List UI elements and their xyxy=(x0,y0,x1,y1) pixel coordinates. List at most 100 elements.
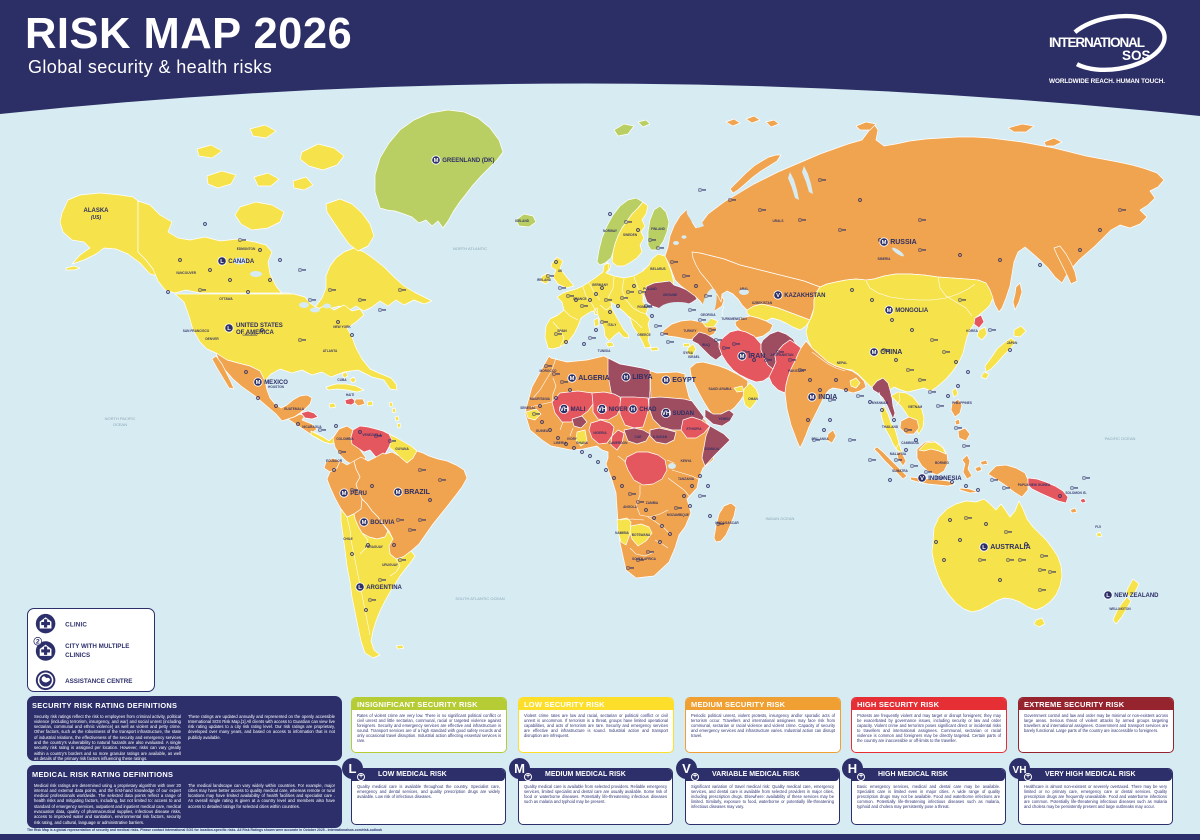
svg-text:PACIFIC OCEAN: PACIFIC OCEAN xyxy=(1105,436,1136,441)
svg-text:CUBA: CUBA xyxy=(337,378,347,382)
svg-text:L: L xyxy=(982,545,986,551)
svg-text:ETHIOPIA: ETHIOPIA xyxy=(686,427,702,431)
svg-text:MYANMAR: MYANMAR xyxy=(872,401,889,405)
svg-text:GEORGIA: GEORGIA xyxy=(700,313,716,317)
svg-text:ARGENTINA: ARGENTINA xyxy=(366,585,402,591)
svg-text:SOLOMON IS.: SOLOMON IS. xyxy=(1065,491,1086,495)
svg-text:M: M xyxy=(434,158,439,164)
svg-text:ITALY: ITALY xyxy=(608,323,618,327)
svg-text:CAMEROON: CAMEROON xyxy=(609,441,629,445)
svg-text:VH: VH xyxy=(560,406,569,413)
svg-text:M: M xyxy=(342,491,347,497)
svg-text:NEPAL: NEPAL xyxy=(837,361,848,365)
svg-text:OMAN: OMAN xyxy=(748,397,758,401)
svg-text:M: M xyxy=(810,395,815,401)
svg-text:ARAL: ARAL xyxy=(740,287,749,291)
svg-text:TURKMENISTAN: TURKMENISTAN xyxy=(721,317,747,321)
svg-text:SOS: SOS xyxy=(1122,48,1151,63)
svg-text:BRAZIL: BRAZIL xyxy=(404,489,430,496)
svg-text:OF AMERICA: OF AMERICA xyxy=(236,330,274,336)
svg-text:GUYANA: GUYANA xyxy=(395,447,409,451)
svg-text:M: M xyxy=(664,378,669,384)
svg-text:NAMIBIA: NAMIBIA xyxy=(615,531,629,535)
svg-text:CHICAGO: CHICAGO xyxy=(242,333,258,337)
svg-text:CHILE: CHILE xyxy=(343,537,353,541)
svg-text:SYRIA: SYRIA xyxy=(683,351,693,355)
svg-text:POLAND: POLAND xyxy=(643,287,657,291)
svg-text:SWEDEN: SWEDEN xyxy=(623,233,638,237)
svg-text:V: V xyxy=(776,293,780,299)
svg-text:IRAN: IRAN xyxy=(748,353,765,360)
svg-text:M: M xyxy=(872,350,877,356)
svg-text:WELLINGTON: WELLINGTON xyxy=(1109,607,1131,611)
svg-text:GHANA: GHANA xyxy=(576,441,588,445)
svg-text:INDIAN OCEAN: INDIAN OCEAN xyxy=(766,516,795,521)
svg-text:CLINIC: CLINIC xyxy=(65,622,87,629)
svg-text:ROMANIA: ROMANIA xyxy=(637,305,653,309)
svg-text:WORLDWIDE REACH. HUMAN TOUCH.: WORLDWIDE REACH. HUMAN TOUCH. xyxy=(1049,78,1165,85)
svg-text:VH: VH xyxy=(662,410,671,417)
svg-text:NEW ZEALAND: NEW ZEALAND xyxy=(1114,593,1159,599)
svg-text:HOUSTON: HOUSTON xyxy=(268,385,285,389)
svg-text:M: M xyxy=(740,354,745,360)
svg-text:SUDAN: SUDAN xyxy=(673,411,694,417)
svg-text:KENYA: KENYA xyxy=(681,459,693,463)
svg-text:GREECE: GREECE xyxy=(637,333,650,337)
svg-text:NICARAGUA: NICARAGUA xyxy=(302,425,322,429)
svg-text:INDONESIA: INDONESIA xyxy=(928,476,962,482)
svg-text:URALS: URALS xyxy=(773,219,784,223)
svg-text:GERMANY: GERMANY xyxy=(592,283,609,287)
svg-text:GUINEA: GUINEA xyxy=(536,429,549,433)
svg-text:ICELAND: ICELAND xyxy=(515,219,530,223)
svg-text:CAR: CAR xyxy=(635,435,643,439)
svg-text:HAITI: HAITI xyxy=(346,393,354,397)
svg-text:MADAGASCAR: MADAGASCAR xyxy=(715,521,739,525)
svg-text:NORWAY: NORWAY xyxy=(603,229,618,233)
svg-text:PHILIPPINES: PHILIPPINES xyxy=(952,401,972,405)
svg-text:JAPAN: JAPAN xyxy=(1007,341,1018,345)
svg-text:S.SUDAN: S.SUDAN xyxy=(653,435,668,439)
svg-text:L: L xyxy=(220,259,224,265)
svg-text:PERU: PERU xyxy=(350,491,367,497)
svg-text:PAKISTAN: PAKISTAN xyxy=(788,369,805,373)
svg-text:INDIA: INDIA xyxy=(818,394,837,401)
svg-text:BELARUS: BELARUS xyxy=(650,267,665,271)
svg-text:UNITED STATES: UNITED STATES xyxy=(236,323,283,329)
svg-text:SAUDI ARABIA: SAUDI ARABIA xyxy=(708,387,732,391)
svg-text:KAZAKHSTAN: KAZAKHSTAN xyxy=(784,293,825,299)
svg-text:BOTSWANA: BOTSWANA xyxy=(632,533,651,537)
svg-text:CHINA: CHINA xyxy=(880,349,902,356)
svg-text:MALAYSIA: MALAYSIA xyxy=(890,452,907,456)
svg-text:M: M xyxy=(570,376,575,382)
svg-text:ECUADOR: ECUADOR xyxy=(326,459,343,463)
svg-text:UK: UK xyxy=(558,269,563,273)
svg-text:EGYPT: EGYPT xyxy=(672,377,696,384)
svg-text:ATLANTA: ATLANTA xyxy=(323,349,338,353)
svg-text:ALASKA: ALASKA xyxy=(84,208,110,214)
svg-text:COLOMBIA: COLOMBIA xyxy=(336,437,354,441)
svg-text:UZBEKISTAN: UZBEKISTAN xyxy=(752,301,773,305)
svg-text:CITY WITH MULTIPLE: CITY WITH MULTIPLE xyxy=(65,643,129,650)
svg-text:CAMBODIA: CAMBODIA xyxy=(901,441,919,445)
svg-text:DENVER: DENVER xyxy=(205,337,219,341)
svg-text:VIETNAM: VIETNAM xyxy=(908,405,923,409)
svg-text:MALI: MALI xyxy=(571,407,586,413)
svg-text:NIGER: NIGER xyxy=(609,407,629,413)
svg-text:CLINICS: CLINICS xyxy=(65,652,90,659)
svg-text:LIBYA: LIBYA xyxy=(632,374,652,381)
svg-text:CANADA: CANADA xyxy=(228,259,255,265)
svg-text:MOROCCO: MOROCCO xyxy=(540,369,558,373)
svg-text:INTERNATIONAL: INTERNATIONAL xyxy=(1049,35,1145,50)
svg-text:SENEGAL: SENEGAL xyxy=(520,406,535,410)
svg-text:TANZANIA: TANZANIA xyxy=(678,477,695,481)
svg-text:IVORY: IVORY xyxy=(567,437,578,441)
svg-text:RUSSIA: RUSSIA xyxy=(890,239,916,246)
svg-text:CHAD: CHAD xyxy=(639,407,657,413)
svg-text:SRI LANKA: SRI LANKA xyxy=(811,437,829,441)
svg-text:ANGOLA: ANGOLA xyxy=(623,505,638,509)
svg-text:H: H xyxy=(631,407,635,413)
svg-text:TUNISIA: TUNISIA xyxy=(598,349,611,353)
svg-text:2: 2 xyxy=(36,639,40,646)
svg-text:MONGOLIA: MONGOLIA xyxy=(895,308,929,314)
svg-text:SOUTH ATLANTIC OCEAN: SOUTH ATLANTIC OCEAN xyxy=(455,596,504,601)
